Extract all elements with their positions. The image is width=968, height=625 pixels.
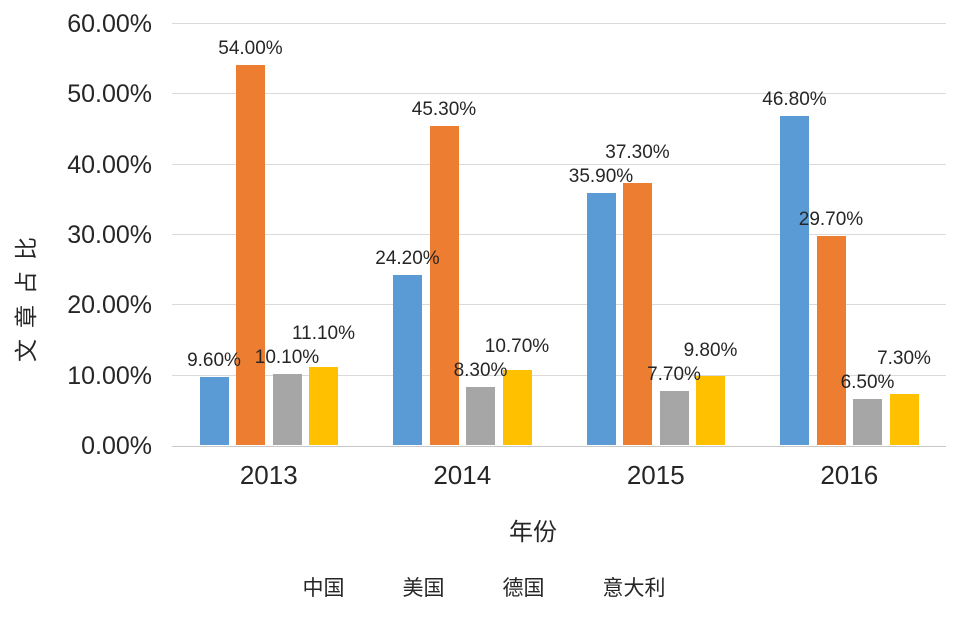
bar-group-2016	[753, 24, 947, 446]
x-tick-label: 2013	[239, 460, 298, 490]
x-tick-label: 2015	[626, 460, 685, 490]
y-tick-label: 40.00%	[67, 150, 152, 179]
bar-0-2016	[780, 115, 809, 445]
data-label: 37.30%	[605, 141, 670, 163]
y-tick-label: 20.00%	[67, 291, 152, 320]
gridline	[172, 93, 946, 95]
x-tick-label: 2014	[433, 460, 492, 490]
gridline	[172, 23, 946, 24]
bar-0-2013	[199, 377, 229, 445]
bar-group-2013	[172, 24, 366, 446]
legend-item: 意大利	[602, 577, 666, 600]
bar-3-2015	[696, 376, 725, 445]
bar-1-2014	[429, 126, 459, 445]
y-axis-tick-labels: 0.00% 10.00% 20.00% 30.00% 40.00% 50.00% 60.00…	[0, 11, 152, 459]
legend-item: 美国	[402, 577, 445, 600]
plot-area: 9.60% 54.00% 10.10% 11.10% 24.20% 45.30% 8.30%…	[172, 23, 947, 447]
data-label: 54.00%	[218, 38, 283, 60]
legend: 中国 美国 德国 意大利	[0, 572, 968, 602]
y-tick-label: 60.00%	[67, 10, 152, 38]
data-label: 11.10%	[291, 322, 356, 344]
bar-2-2013	[272, 373, 302, 445]
bar-3-2013	[309, 366, 338, 445]
bar-3-2016	[889, 393, 919, 445]
legend-item: 德国	[502, 577, 545, 600]
bar-group-2015	[559, 24, 753, 446]
gridline	[172, 234, 946, 235]
bar-group-2014	[366, 24, 560, 446]
legend-item: 中国	[302, 577, 345, 600]
data-label: 7.30%	[877, 348, 931, 370]
data-label: 10.70%	[484, 335, 550, 357]
data-label: 29.70%	[798, 209, 864, 231]
data-label: 35.90%	[568, 165, 634, 187]
gridline	[172, 446, 946, 447]
bar-2-2016	[853, 399, 882, 445]
x-axis-tick-labels: 2013 2014 2015 2016	[172, 460, 946, 491]
data-label: 9.60%	[187, 350, 241, 372]
data-label: 8.30%	[453, 359, 508, 381]
gridline	[172, 304, 946, 306]
data-label: 10.10%	[254, 346, 320, 368]
data-label: 7.70%	[647, 363, 701, 385]
x-axis-title: 年份	[509, 519, 557, 546]
y-tick-label: 10.00%	[67, 361, 152, 390]
gridline	[172, 163, 946, 165]
y-tick-label: 50.00%	[67, 80, 152, 109]
y-tick-label: 30.00%	[67, 221, 152, 249]
bar-0-2014	[393, 274, 422, 445]
bar-2-2014	[466, 386, 495, 445]
x-tick-label: 2016	[820, 460, 879, 490]
y-tick-label: 0.00%	[81, 432, 152, 460]
bar-1-2016	[816, 236, 846, 445]
bar-1-2013	[236, 65, 265, 445]
bar-1-2015	[623, 182, 652, 445]
data-label: 6.50%	[840, 372, 895, 394]
data-label: 9.80%	[683, 339, 738, 361]
bar-3-2014	[502, 369, 532, 445]
data-label: 45.30%	[411, 99, 477, 121]
bar-2-2015	[659, 390, 689, 445]
bar-0-2015	[586, 192, 616, 445]
data-label: 24.20%	[375, 247, 440, 269]
data-label: 46.80%	[762, 88, 827, 110]
gridline	[172, 374, 946, 376]
